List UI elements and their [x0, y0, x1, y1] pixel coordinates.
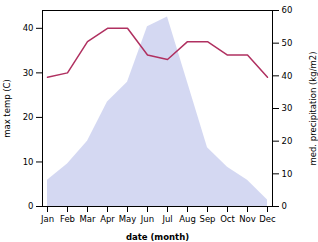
svg-text:Sep: Sep: [199, 214, 215, 224]
svg-text:Nov: Nov: [239, 214, 256, 224]
svg-text:50: 50: [282, 38, 293, 48]
svg-text:Apr: Apr: [100, 214, 115, 224]
svg-text:date (month): date (month): [126, 232, 189, 242]
svg-text:0: 0: [28, 201, 33, 211]
svg-text:max temp (C): max temp (C): [2, 79, 12, 138]
svg-text:Jun: Jun: [140, 214, 154, 224]
svg-text:Jan: Jan: [40, 214, 54, 224]
svg-text:Oct: Oct: [220, 214, 235, 224]
svg-text:10: 10: [282, 169, 293, 179]
svg-text:40: 40: [282, 71, 293, 81]
svg-text:60: 60: [282, 5, 293, 15]
svg-text:May: May: [119, 214, 137, 224]
svg-text:20: 20: [23, 112, 34, 122]
svg-text:20: 20: [282, 136, 293, 146]
svg-text:30: 30: [282, 103, 293, 113]
svg-text:Aug: Aug: [179, 214, 196, 224]
svg-text:Feb: Feb: [60, 214, 75, 224]
svg-text:40: 40: [23, 23, 34, 33]
svg-text:med. precipitation (kg/m2): med. precipitation (kg/m2): [308, 51, 318, 165]
svg-text:Dec: Dec: [259, 214, 276, 224]
svg-text:10: 10: [23, 157, 34, 167]
svg-text:30: 30: [23, 68, 34, 78]
svg-text:Jul: Jul: [161, 214, 172, 224]
svg-text:Mar: Mar: [79, 214, 96, 224]
svg-text:0: 0: [282, 201, 287, 211]
